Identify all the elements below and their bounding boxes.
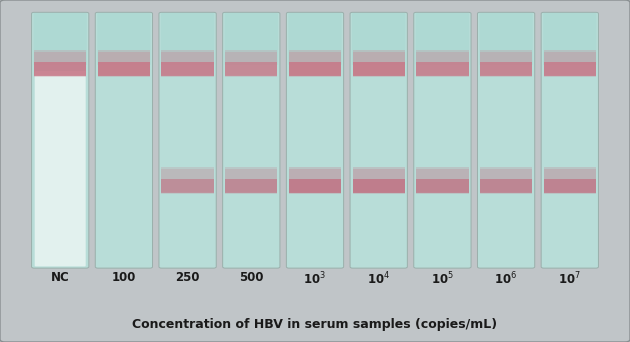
Bar (289, 52, 341, 77)
Bar (353, 50, 405, 75)
Bar (161, 50, 214, 75)
Bar (416, 50, 469, 75)
Bar (289, 50, 341, 75)
Bar (225, 179, 277, 193)
Bar (289, 179, 341, 193)
Text: Concentration of HBV in serum samples (copies/mL): Concentration of HBV in serum samples (c… (132, 318, 498, 331)
Bar (544, 50, 596, 75)
Bar (353, 167, 405, 192)
Bar (161, 169, 214, 194)
Bar (544, 167, 596, 192)
Bar (480, 169, 532, 194)
Text: 500: 500 (239, 271, 263, 284)
Bar (544, 169, 596, 194)
Bar (416, 52, 469, 77)
Bar (416, 167, 469, 192)
FancyBboxPatch shape (35, 71, 86, 266)
FancyBboxPatch shape (159, 12, 216, 268)
Bar (289, 167, 341, 192)
FancyBboxPatch shape (224, 13, 278, 65)
Bar (416, 62, 469, 76)
Bar (34, 62, 86, 76)
FancyBboxPatch shape (289, 13, 341, 65)
Text: 10$^3$: 10$^3$ (304, 271, 326, 288)
FancyBboxPatch shape (352, 13, 406, 65)
Bar (225, 62, 277, 76)
Bar (98, 52, 150, 77)
Text: 10$^7$: 10$^7$ (558, 271, 581, 288)
Bar (98, 62, 150, 76)
Bar (161, 52, 214, 77)
FancyBboxPatch shape (97, 13, 151, 65)
Text: 10$^5$: 10$^5$ (431, 271, 454, 288)
Bar (416, 169, 469, 194)
Bar (161, 62, 214, 76)
FancyBboxPatch shape (287, 12, 343, 268)
FancyBboxPatch shape (478, 12, 535, 268)
FancyBboxPatch shape (543, 13, 597, 65)
FancyBboxPatch shape (33, 13, 87, 65)
Text: 10$^6$: 10$^6$ (495, 271, 518, 288)
Text: NC: NC (51, 271, 69, 284)
Text: 100: 100 (112, 271, 136, 284)
Bar (480, 50, 532, 75)
Bar (34, 52, 86, 77)
Bar (289, 62, 341, 76)
Bar (480, 52, 532, 77)
Bar (353, 62, 405, 76)
FancyBboxPatch shape (95, 12, 152, 268)
Text: 250: 250 (175, 271, 200, 284)
Bar (480, 179, 532, 193)
Bar (98, 50, 150, 75)
FancyBboxPatch shape (350, 12, 408, 268)
Bar (480, 167, 532, 192)
Bar (353, 179, 405, 193)
Bar (161, 167, 214, 192)
FancyBboxPatch shape (541, 12, 598, 268)
FancyBboxPatch shape (222, 12, 280, 268)
Bar (416, 179, 469, 193)
FancyBboxPatch shape (479, 13, 533, 65)
Bar (225, 52, 277, 77)
Bar (161, 179, 214, 193)
Bar (544, 62, 596, 76)
Bar (544, 179, 596, 193)
Bar (353, 169, 405, 194)
FancyBboxPatch shape (161, 13, 214, 65)
Bar (34, 50, 86, 75)
Bar (353, 52, 405, 77)
FancyBboxPatch shape (414, 12, 471, 268)
Bar (289, 169, 341, 194)
FancyBboxPatch shape (32, 12, 89, 268)
FancyBboxPatch shape (416, 13, 469, 65)
Bar (544, 52, 596, 77)
Bar (480, 62, 532, 76)
Bar (225, 167, 277, 192)
Bar (225, 169, 277, 194)
Text: 10$^4$: 10$^4$ (367, 271, 391, 288)
Bar (225, 50, 277, 75)
